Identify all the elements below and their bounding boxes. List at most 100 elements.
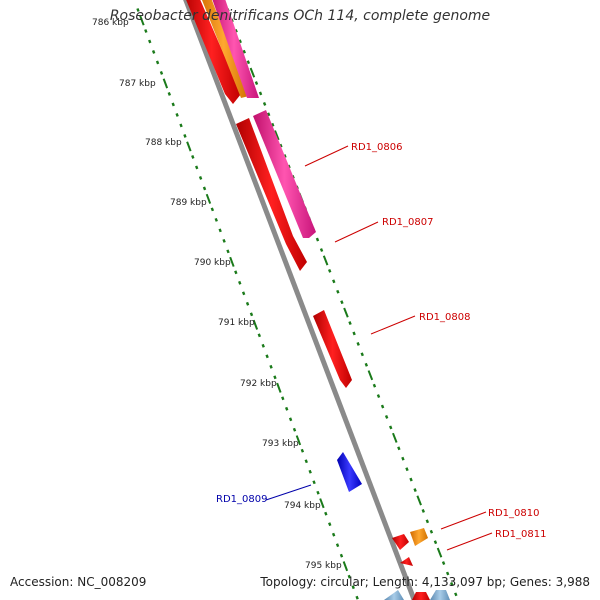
inner-scale-tick (155, 60, 160, 65)
accession-text: Accession: NC_008209 (10, 575, 147, 589)
inner-scale-tick (241, 291, 246, 296)
outer-scale-tick (397, 446, 401, 451)
feature-lightblue-bottom-2[interactable] (430, 590, 450, 600)
leader-rd1-0807 (334, 221, 379, 243)
outer-scale-tick (315, 237, 320, 242)
outer-scale-tick (336, 289, 340, 294)
leader-rd1-0810 (440, 511, 487, 530)
outer-scale-tick (254, 81, 259, 85)
gene-rd1-0810[interactable] (410, 528, 428, 546)
outer-scale-tick (242, 49, 246, 54)
inner-scale-tick (273, 375, 277, 380)
inner-scale-tick (300, 448, 305, 453)
inner-scale-tick (218, 228, 222, 233)
feature-lightblue-bottom[interactable] (384, 590, 404, 600)
outer-scale-tick (279, 143, 283, 148)
scale-label-793: 793 kbp (262, 439, 299, 449)
outer-scale-tick (238, 39, 242, 44)
gene-rd1-0807[interactable] (236, 118, 307, 271)
feature-red-top[interactable] (182, 0, 241, 104)
label-rd1-0810[interactable]: RD1_0810 (488, 508, 539, 519)
label-rd1-0807[interactable]: RD1_0807 (382, 217, 433, 228)
scale-label-792: 792 kbp (240, 379, 277, 389)
outer-scale-tick (367, 370, 374, 381)
feature-small-red[interactable] (400, 557, 413, 566)
feature-orange-top[interactable] (198, 0, 249, 98)
label-rd1-0809[interactable]: RD1_0809 (216, 494, 267, 505)
inner-scale-tick (316, 490, 320, 495)
outer-scale-tick (405, 467, 409, 472)
inner-scale-tick (292, 427, 297, 432)
scale-ticks-outer (226, 8, 458, 597)
inner-scale-tick (245, 301, 250, 306)
outer-scale-tick (348, 321, 352, 325)
scale-label-788: 788 kbp (145, 138, 182, 148)
inner-scale-tick (304, 459, 308, 464)
inner-scale-tick (339, 553, 344, 558)
outer-scale-tick (392, 432, 398, 443)
gene-rd1-0808[interactable] (313, 310, 352, 388)
inner-scale-tick (335, 543, 340, 548)
scale-label-786: 786 kbp (92, 18, 129, 28)
inner-scale-tick (226, 249, 230, 254)
inner-scale-tick (347, 574, 351, 579)
outer-scale-tick (258, 91, 263, 96)
feature-pink-top[interactable] (209, 0, 259, 98)
inner-scale-tick (151, 50, 156, 54)
inner-scale-tick (171, 102, 175, 107)
inner-scale-tick (159, 71, 164, 75)
label-rd1-0806[interactable]: RD1_0806 (351, 142, 402, 153)
inner-scale-tick (308, 469, 312, 474)
label-rd1-0811[interactable]: RD1_0811 (495, 529, 546, 540)
feature-red-bottom[interactable] (412, 592, 430, 600)
outer-scale-tick (436, 547, 443, 558)
outer-scale-tick (454, 592, 458, 597)
inner-scale-tick (162, 78, 169, 89)
inner-scale-tick (324, 511, 328, 516)
outer-scale-tick (352, 331, 356, 336)
outer-scale-tick (327, 268, 332, 273)
outer-scale-tick (380, 404, 385, 409)
outer-scale-tick (262, 101, 267, 106)
inner-scale-tick (351, 585, 355, 590)
outer-scale-tick (274, 130, 280, 141)
inner-scale-tick (295, 435, 302, 446)
gene-rd1-0806[interactable] (253, 110, 316, 238)
inner-scale-tick (222, 238, 226, 243)
genome-backbone (183, 0, 417, 600)
inner-scale-tick (342, 561, 349, 572)
outer-scale-tick (441, 561, 446, 565)
outer-scale-tick (384, 415, 389, 419)
outer-scale-tick (266, 112, 271, 117)
inner-scale-tick (265, 354, 269, 359)
inner-scale-tick (252, 319, 259, 330)
scale-labels: 786 kbp 787 kbp 788 kbp 789 kbp 790 kbp … (92, 18, 342, 571)
outer-scale-tick (343, 307, 349, 318)
outer-scale-tick (413, 488, 417, 492)
inner-scale-tick (355, 595, 359, 600)
scale-label-789: 789 kbp (170, 198, 207, 208)
outer-scale-tick (249, 67, 256, 78)
gene-rd1-0809[interactable] (337, 452, 362, 492)
outer-scale-tick (283, 154, 287, 159)
outer-scale-tick (340, 300, 344, 305)
leader-rd1-0808 (370, 315, 416, 335)
gene-leaders (265, 145, 493, 551)
scale-label-787: 787 kbp (119, 79, 156, 89)
outer-scale-tick (234, 28, 238, 33)
gene-rd1-0811[interactable] (392, 534, 409, 550)
inner-scale-tick (191, 155, 195, 159)
outer-scale-tick (271, 122, 275, 127)
inner-scale-tick (139, 15, 145, 26)
outer-scale-tick (246, 60, 251, 65)
leader-rd1-0809 (265, 484, 312, 501)
label-rd1-0808[interactable]: RD1_0808 (419, 312, 470, 323)
outer-scale-tick (409, 477, 413, 482)
outer-scale-tick (421, 508, 425, 513)
leader-rd1-0806 (304, 145, 349, 167)
gene-features (182, 0, 450, 600)
outer-scale-tick (332, 279, 336, 284)
gene-labels: RD1_0806 RD1_0807 RD1_0808 RD1_0809 RD1_… (216, 142, 546, 540)
outer-scale-tick (401, 456, 405, 461)
